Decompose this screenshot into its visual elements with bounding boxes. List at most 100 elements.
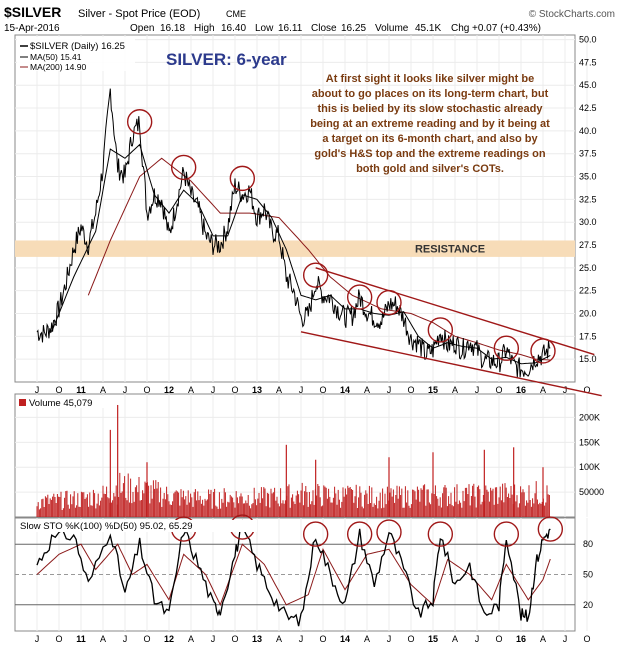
legend-background [17,37,135,71]
volume-y-axis: 50000 100K 150K 200K [579,412,604,497]
stochastic-x-tick: A [188,634,194,644]
volume-bars [36,404,550,517]
stochastic-y-tick: 20 [583,600,593,610]
commentary-line: a target on its 6-month chart, and also … [322,133,538,145]
price-x-tick: O [143,385,150,395]
high-label: High [194,23,215,34]
volume-y-tick: 100K [579,462,600,472]
stockcharts-copyright: © StockCharts.com [529,9,615,20]
stochastic-k-path [36,519,551,627]
price-y-tick: 22.5 [579,286,597,296]
chart-symbol: $SILVER [4,4,61,20]
stochastic-x-tick: 11 [76,634,86,644]
stochastic-x-tick: A [540,634,546,644]
chg-value: +0.07 (+0.43%) [472,23,541,34]
chart-date: 15-Apr-2016 [4,23,60,34]
price-y-tick: 17.5 [579,331,597,341]
stochastic-k-line [36,519,551,627]
price-x-tick: 12 [164,385,174,395]
chg-label: Chg [451,23,469,34]
stochastic-x-tick: O [55,634,62,644]
stochastic-peak-circle [302,521,329,547]
stochastic-x-tick: J [299,634,304,644]
price-y-tick: 25.0 [579,263,597,273]
price-x-tick: 14 [340,385,350,395]
stochastic-x-tick: J [35,634,40,644]
price-x-tick: J [387,385,392,395]
price-legend: $SILVER (Daily) 16.25 MA(50) 15.41 MA(20… [17,37,135,72]
stochastic-peak-circle [346,521,373,547]
stochastic-x-tick: O [407,634,414,644]
price-grid [15,35,588,382]
commentary-line: this is belied by its slow stochastic al… [318,103,544,115]
price-y-tick: 42.5 [579,103,597,113]
stochastic-x-tick: A [100,634,106,644]
volume-label: Volume [375,23,409,34]
legend-price: $SILVER (Daily) 16.25 [30,41,125,52]
price-x-tick: 13 [252,385,262,395]
price-y-tick: 37.5 [579,149,597,159]
price-peak-circle [530,338,556,364]
volume-y-tick: 150K [579,437,600,447]
commentary-line: gold's H&S top and the extreme readings … [314,148,545,160]
price-peak-circle [170,154,197,181]
legend-ma50: MA(50) 15.41 [30,52,82,62]
chart-exchange: CME [226,9,246,19]
ohlc-readout: Open 16.18 High 16.40 Low 16.11 Close 16… [130,23,541,34]
commentary-line: being at an extreme reading and by it be… [310,118,550,130]
volume-legend-background [17,396,117,408]
legend-ma200: MA(200) 14.90 [30,62,86,72]
price-y-tick: 47.5 [579,57,597,67]
volume-legend-swatch [19,399,26,406]
stochastic-peak-circle [493,521,520,547]
price-x-tick: J [475,385,480,395]
volume-value: 45.1K [415,23,441,34]
stochastic-d-path [36,543,551,607]
ma200-line [87,157,551,361]
price-x-tick: A [364,385,370,395]
price-x-tick: J [563,385,568,395]
price-x-tick: 11 [76,385,86,395]
stochastic-x-tick: J [475,634,480,644]
volume-y-tick: 50000 [579,487,604,497]
price-y-tick: 27.5 [579,240,597,250]
volume-y-tick: 200K [579,412,600,422]
stochastic-y-tick: 50 [583,570,593,580]
stochastic-x-axis: J O 11 A J O 12 A J O 13 A J O 14 A J O 15 A J O 16 A J O [35,634,591,644]
resistance-label: RESISTANCE [415,244,485,256]
close-value: 16.25 [341,23,366,34]
stochastic-peak-circle [537,516,564,542]
price-x-tick: O [231,385,238,395]
stochastic-x-tick: J [387,634,392,644]
resistance-band [15,240,575,257]
stochastic-x-tick: 15 [428,634,438,644]
chart-commentary: At first sight it looks like silver migh… [310,73,550,175]
price-x-tick: O [55,385,62,395]
commentary-line: At first sight it looks like silver migh… [326,73,534,85]
stochastic-x-tick: J [123,634,128,644]
price-peak-circle [427,317,454,343]
stochastic-y-tick: 80 [583,539,593,549]
price-peak-circle [126,109,153,135]
price-x-tick: J [35,385,40,395]
stochastic-legend: Slow STO %K(100) %D(50) 95.02, 65.29 [20,521,193,532]
price-path [36,88,551,378]
chart-description: Silver - Spot Price (EOD) [78,8,200,20]
price-x-tick: A [540,385,546,395]
stochastic-x-tick: O [495,634,502,644]
open-value: 16.18 [160,23,185,34]
price-y-tick: 32.5 [579,194,597,204]
stochastic-x-tick: O [231,634,238,644]
stochastic-peak-circle [376,519,402,545]
channel-lower-line [300,331,602,397]
price-y-tick: 40.0 [579,126,597,136]
stochastic-x-tick: A [364,634,370,644]
volume-legend: Volume 45,079 [29,398,92,409]
price-x-tick: O [319,385,326,395]
price-peak-circles [126,109,556,364]
stochastic-x-tick: 16 [516,634,526,644]
price-panel [14,34,576,383]
close-label: Close [311,23,337,34]
price-x-tick: O [407,385,414,395]
price-y-axis: 15.0 17.5 20.0 22.5 25.0 27.5 30.0 32.5 35.0 37.5… [579,35,597,365]
